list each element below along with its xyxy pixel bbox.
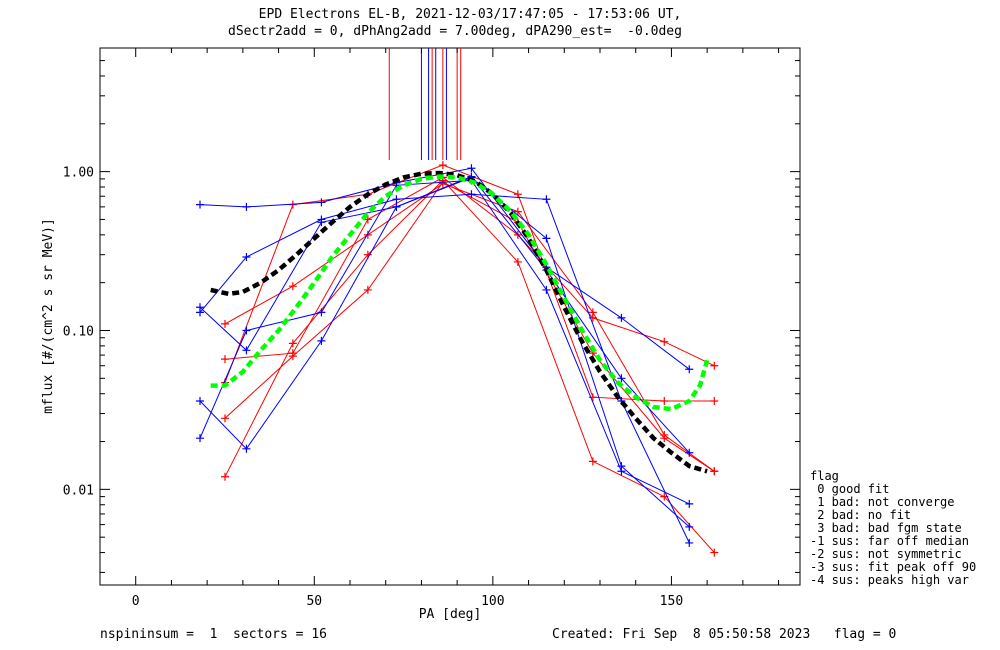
data-point [392, 195, 401, 204]
x-tick-label: 0 [132, 594, 140, 609]
data-point [685, 365, 694, 374]
series-line [224, 181, 715, 472]
data-point [542, 234, 551, 243]
data-point [242, 253, 251, 262]
data-point [710, 548, 719, 557]
data-point [588, 457, 597, 466]
data-point [660, 434, 669, 443]
flag-legend: flag 0 good fit 1 bad: not converge 2 ba… [810, 470, 976, 587]
series-line [199, 179, 690, 505]
data-point [467, 164, 476, 173]
vertical-markers [388, 48, 462, 160]
data-point [363, 230, 372, 239]
series-line [224, 179, 715, 553]
data-point [588, 393, 597, 402]
data-point [513, 207, 522, 216]
data-point [196, 200, 204, 209]
x-tick-label: 150 [660, 594, 683, 609]
data-point [242, 444, 251, 453]
data-point [513, 257, 522, 266]
chart-title-line2: dSectr2add = 0, dPhAng2add = 7.00deg, dP… [228, 24, 682, 39]
data-point [710, 396, 719, 405]
data-point [221, 319, 229, 328]
data-point [242, 346, 251, 355]
data-point [685, 448, 694, 457]
data-point [317, 198, 326, 207]
series-line [199, 167, 690, 370]
fit-curves [210, 170, 710, 474]
series-line [224, 183, 715, 472]
data-point [242, 202, 251, 211]
data-point [317, 308, 326, 317]
data-point [392, 202, 401, 211]
legend-item: -4 sus: peaks high var [810, 573, 969, 587]
legend-item: -3 sus: fit peak off 90 [810, 560, 977, 574]
data-point [685, 499, 694, 508]
data-point [221, 414, 229, 423]
data-point [288, 282, 297, 291]
x-tick-label: 100 [481, 594, 504, 609]
legend-item: 3 bad: bad fgm state [810, 521, 962, 535]
plot-border [99, 47, 801, 586]
chart-title-line1: EPD Electrons EL-B, 2021-12-03/17:47:05 … [258, 7, 682, 22]
data-point [317, 218, 326, 227]
data-point [660, 396, 669, 405]
series-line [199, 193, 690, 544]
data-point [221, 355, 229, 364]
axes-frame [99, 47, 801, 586]
data-point [660, 337, 669, 346]
green-fit-curve [210, 174, 710, 412]
data-series [196, 161, 719, 557]
legend-item: -2 sus: not symmetric [810, 547, 962, 561]
y-tick-label: 1.00 [63, 166, 94, 181]
legend-item: -1 sus: far off median [810, 534, 969, 548]
y-tick-label: 0.10 [63, 324, 94, 339]
x-tick-label: 50 [306, 594, 322, 609]
data-point [542, 195, 551, 204]
data-point [317, 336, 326, 345]
data-point [710, 361, 719, 370]
black-fit-curve [210, 170, 708, 474]
data-point [438, 161, 447, 170]
data-point [617, 467, 626, 476]
data-point [685, 522, 694, 531]
series-line [199, 175, 690, 454]
footer-created: Created: Fri Sep 8 05:50:58 2023 flag = … [552, 627, 897, 642]
data-point [196, 434, 204, 443]
legend-title: flag [810, 469, 839, 483]
data-point [242, 326, 251, 335]
data-point [685, 538, 694, 547]
y-axis-label: mflux [#/(cm^2 s sr MeV)] [41, 218, 56, 414]
series-line [224, 176, 715, 367]
data-point [363, 285, 372, 294]
axis-ticks: 0 50 100 150 0.01 0.10 1.00 [63, 47, 800, 609]
data-point [617, 374, 626, 383]
data-point [221, 472, 229, 481]
legend-item: 2 bad: no fit [810, 508, 912, 522]
data-point [467, 190, 476, 199]
data-point [542, 285, 551, 294]
y-tick-label: 0.01 [63, 483, 94, 498]
data-point [196, 303, 204, 312]
legend-item: 1 bad: not converge [810, 495, 955, 509]
legend-item: 0 good fit [810, 482, 890, 496]
data-point [288, 352, 297, 361]
data-point [288, 339, 297, 348]
data-point [617, 313, 626, 322]
footer-settings: nspininsum = 1 sectors = 16 [100, 627, 327, 642]
data-point [710, 467, 719, 476]
data-point [196, 396, 204, 405]
x-axis-label: PA [deg] [419, 607, 482, 622]
